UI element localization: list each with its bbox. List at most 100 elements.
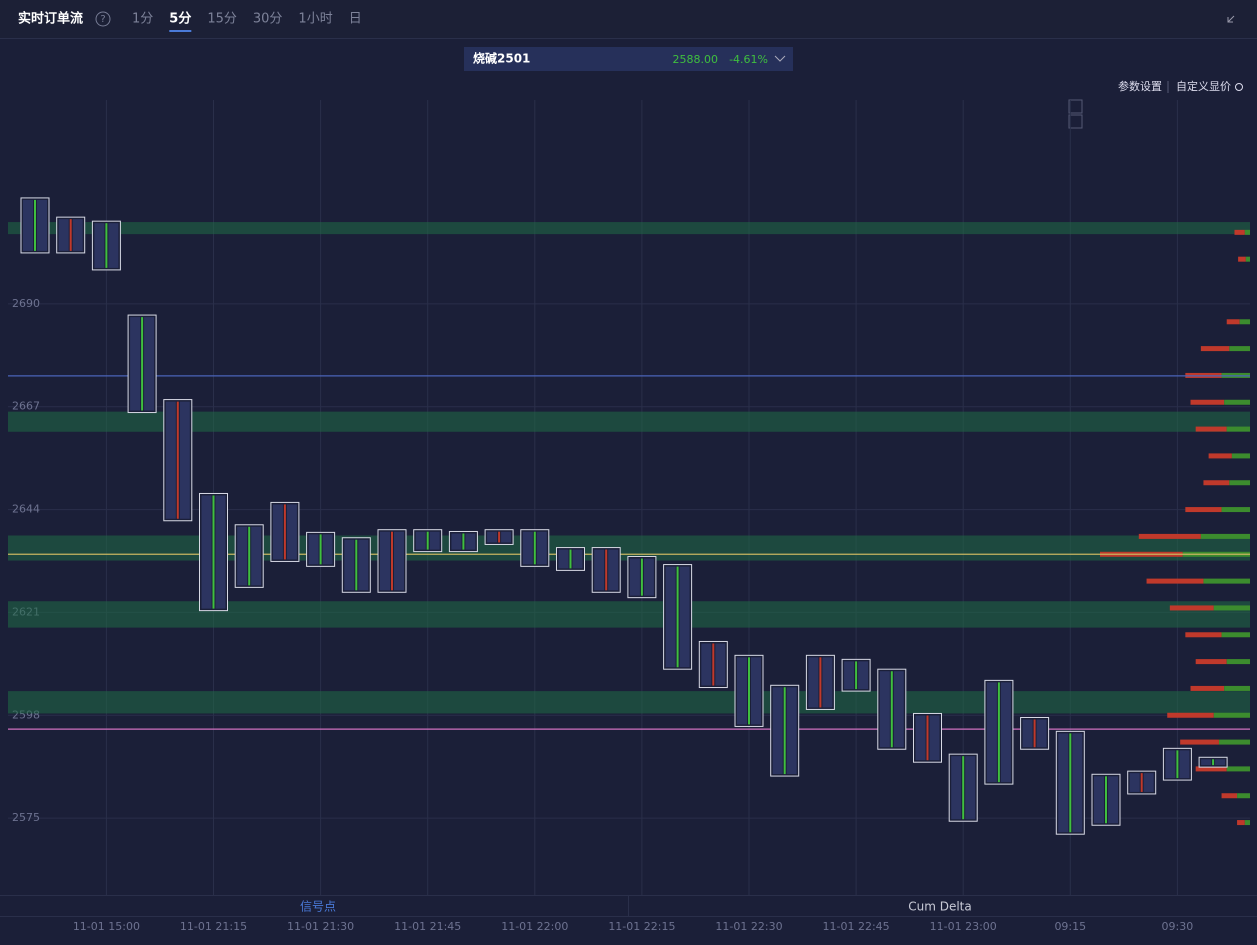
x-tick-label: 11-01 21:45	[394, 920, 461, 933]
candle-column	[1165, 750, 1176, 779]
profile-sell	[1185, 632, 1222, 638]
profile-sell	[1237, 820, 1245, 826]
footprint-candle	[591, 547, 621, 593]
profile-buy	[1245, 256, 1250, 262]
candle-column	[558, 549, 569, 569]
side-btn[interactable]	[1068, 114, 1083, 129]
footprint-candle	[841, 658, 871, 692]
profile-buy	[1224, 399, 1250, 405]
profile-sell	[1234, 229, 1245, 235]
y-tick-label: 2644	[12, 503, 40, 516]
profile-sell	[1190, 399, 1225, 405]
footprint-candle	[948, 753, 978, 822]
x-tick-label: 11-01 21:30	[287, 920, 354, 933]
panel-label[interactable]: Cum Delta	[908, 900, 972, 914]
footprint-candle	[448, 530, 478, 553]
profile-sell	[1138, 533, 1201, 539]
settings-link[interactable]: 自定义显价	[1176, 79, 1231, 93]
zone	[8, 601, 1250, 628]
profile-buy	[1200, 533, 1250, 539]
y-tick-label: 2575	[12, 811, 40, 824]
profile-buy	[1244, 820, 1250, 826]
candle-column	[1000, 682, 1011, 783]
zone	[8, 222, 1250, 235]
candle-column	[37, 199, 47, 251]
x-tick-label: 09:30	[1162, 920, 1194, 933]
settings-link[interactable]: 参数设置	[1118, 79, 1162, 93]
candle-column	[1215, 759, 1226, 766]
footprint-candle	[1055, 730, 1085, 835]
candle-column	[737, 657, 747, 725]
symbol: 烧碱2501	[473, 51, 530, 66]
panel-label[interactable]: 信号点	[300, 900, 336, 914]
candle-column	[1201, 759, 1212, 766]
profile-sell	[1208, 453, 1232, 459]
collapse-icon[interactable]	[1227, 15, 1235, 23]
candle-column	[808, 657, 819, 708]
candle-column	[23, 199, 33, 251]
timeframe-tab[interactable]: 15分	[207, 12, 237, 27]
profile-buy	[1226, 426, 1250, 432]
profile-sell	[1195, 659, 1227, 665]
candle-column	[201, 495, 212, 609]
candle-column	[144, 317, 155, 411]
side-btn[interactable]	[1068, 99, 1083, 114]
candle-column	[179, 401, 190, 519]
zone	[8, 691, 1250, 714]
help-mark[interactable]: ?	[100, 14, 105, 25]
profile-buy	[1221, 507, 1250, 513]
footprint-candle	[199, 492, 228, 612]
footprint-candle	[413, 529, 443, 553]
x-tick-label: 11-01 22:15	[608, 920, 675, 933]
candle-column	[487, 531, 498, 543]
footprint-candle	[913, 712, 942, 763]
footprint-candle	[663, 564, 693, 670]
candle-column	[786, 687, 797, 775]
candle-column	[536, 531, 547, 565]
profile-sell	[1169, 605, 1214, 611]
footprint-candle	[1198, 756, 1228, 768]
profile-sell	[1146, 578, 1204, 584]
x-tick-label: 11-01 22:00	[501, 920, 568, 933]
change: -4.61%	[729, 53, 768, 66]
candle-column	[951, 756, 962, 820]
candle-column	[858, 661, 869, 690]
profile-sell	[1167, 712, 1214, 718]
x-tick-label: 11-01 22:30	[715, 920, 782, 933]
candle-column	[1058, 733, 1069, 833]
candle-column	[130, 317, 141, 411]
gear-icon[interactable]	[1235, 83, 1243, 91]
profile-buy	[1229, 346, 1250, 352]
price: 2588.00	[673, 53, 719, 66]
candle-column	[165, 401, 176, 519]
footprint-candle	[877, 668, 907, 750]
footprint-candle	[20, 197, 50, 254]
profile-buy	[1221, 632, 1250, 638]
timeframe-tab[interactable]: 30分	[253, 12, 283, 27]
candle-column	[772, 687, 783, 775]
candle-column	[286, 504, 297, 560]
profile-buy	[1218, 739, 1250, 745]
footprint-candle	[377, 529, 407, 593]
profile-buy	[1244, 229, 1250, 235]
timeframe-tab[interactable]: 1小时	[298, 12, 332, 27]
timeframe-tab[interactable]: 1分	[132, 12, 153, 27]
timeframe-tab[interactable]: 5分	[169, 11, 191, 27]
candle-column	[358, 539, 369, 591]
candle-column	[751, 657, 761, 725]
profile-buy	[1231, 453, 1250, 459]
timeframe-tab[interactable]: 日	[349, 12, 362, 27]
profile-buy	[1213, 605, 1250, 611]
profile-sell	[1180, 739, 1219, 745]
candle-column	[844, 661, 855, 690]
candle-column	[522, 531, 533, 565]
symbol-box[interactable]	[464, 47, 793, 71]
candle-column	[715, 643, 726, 686]
footprint-candle	[698, 640, 728, 689]
help-icon[interactable]	[95, 11, 111, 27]
dropdown-arrow[interactable]	[774, 55, 786, 62]
candle-column	[501, 531, 512, 543]
candle-column	[215, 495, 226, 609]
candle-column	[929, 715, 940, 761]
candle-column	[1143, 773, 1154, 792]
